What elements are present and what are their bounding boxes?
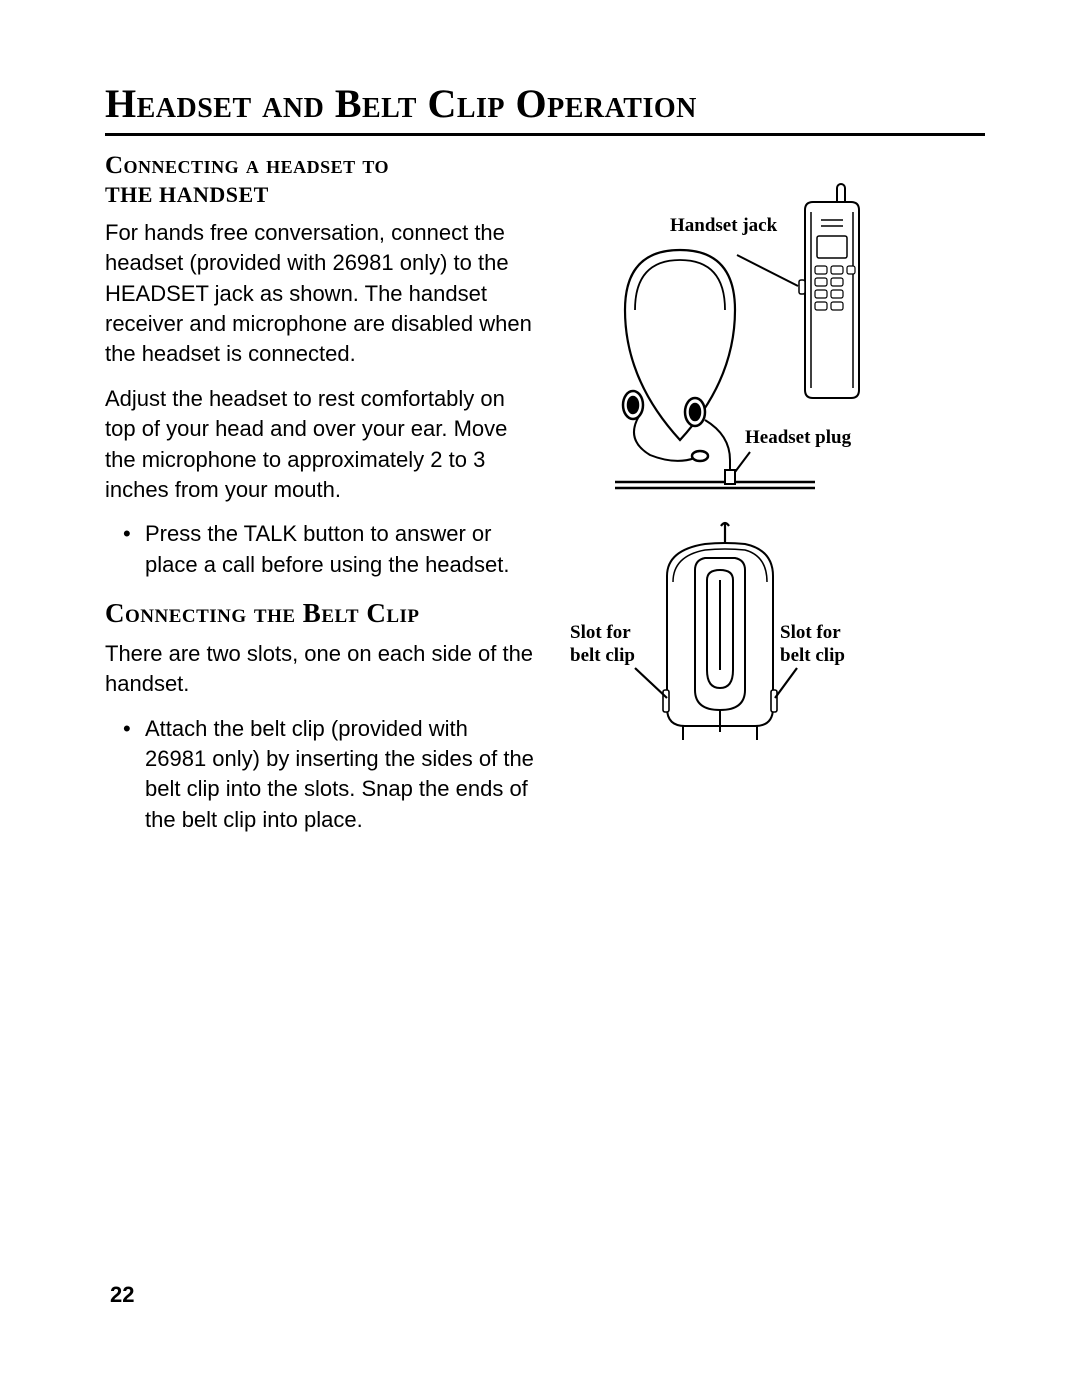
beltclip-diagram: [555, 520, 985, 780]
handset-headset-diagram: [555, 180, 985, 510]
section1-para2: Adjust the headset to rest comfortably o…: [105, 384, 535, 505]
section1-title-line2: THE HANDSET: [105, 182, 535, 208]
section1-bullet1: Press the TALK button to answer or place…: [105, 519, 535, 580]
page-number: 22: [110, 1282, 134, 1308]
page-title: Headset and Belt Clip Operation: [105, 80, 985, 136]
text-column: Connecting a headset to THE HANDSET For …: [105, 152, 535, 849]
section2-para1: There are two slots, one on each side of…: [105, 639, 535, 700]
manual-page: Headset and Belt Clip Operation Connecti…: [0, 0, 1080, 1374]
section2-bullet1: Attach the belt clip (provided with 2698…: [105, 714, 535, 835]
figure-wrap: Handset jack Headset plug Slot for belt …: [555, 180, 985, 800]
section2-title: Connecting the Belt Clip: [105, 598, 535, 629]
section1-para1: For hands free conversation, connect the…: [105, 218, 535, 370]
figure-column: Handset jack Headset plug Slot for belt …: [555, 152, 985, 849]
section1-title-line1: Connecting a headset to: [105, 152, 535, 180]
content-row: Connecting a headset to THE HANDSET For …: [105, 152, 985, 849]
